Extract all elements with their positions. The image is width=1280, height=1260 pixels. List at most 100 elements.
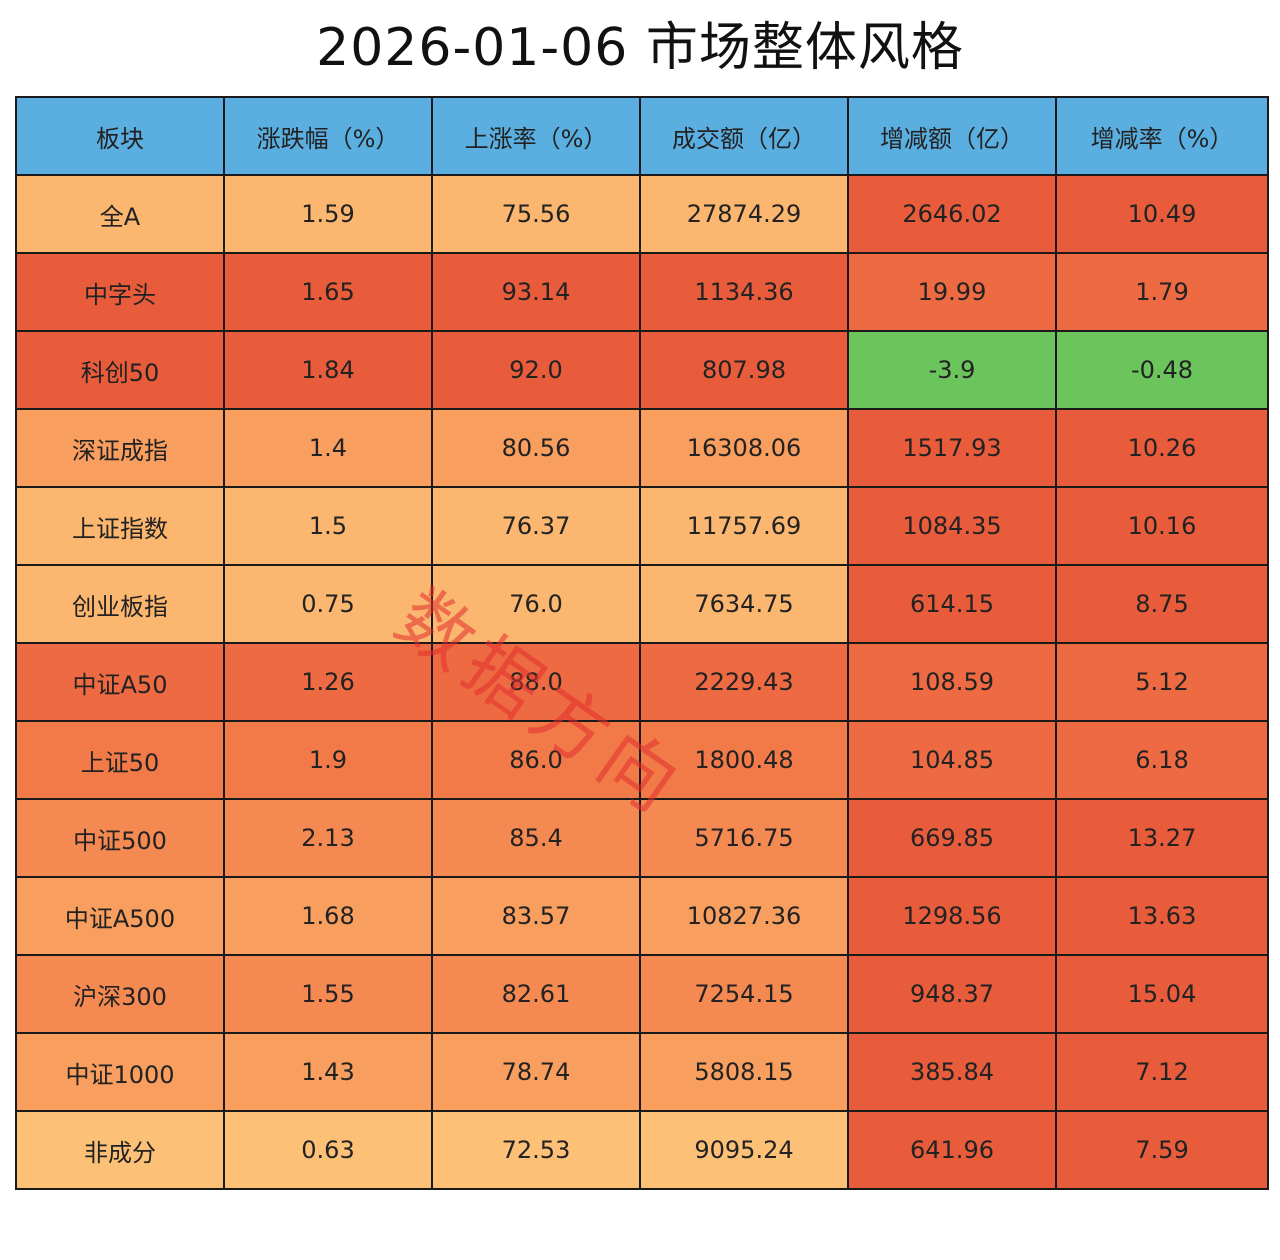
cell-turnover: 16308.06 bbox=[639, 408, 849, 488]
table-row: 非成分 0.63 72.53 9095.24 641.96 7.59 bbox=[15, 1110, 1269, 1190]
cell-change-pct: 2.13 bbox=[223, 798, 433, 878]
table-row: 创业板指 0.75 76.0 7634.75 614.15 8.75 bbox=[15, 564, 1269, 644]
cell-sector: 非成分 bbox=[15, 1110, 225, 1190]
cell-turnover-change-rate: 10.16 bbox=[1055, 486, 1269, 566]
cell-change-pct: 1.5 bbox=[223, 486, 433, 566]
cell-turnover: 5716.75 bbox=[639, 798, 849, 878]
table-row: 科创50 1.84 92.0 807.98 -3.9 -0.48 bbox=[15, 330, 1269, 410]
cell-change-pct: 1.59 bbox=[223, 174, 433, 254]
cell-rise-rate: 78.74 bbox=[431, 1032, 641, 1112]
cell-turnover-change: 108.59 bbox=[847, 642, 1057, 722]
cell-turnover: 2229.43 bbox=[639, 642, 849, 722]
cell-turnover-change-rate: 5.12 bbox=[1055, 642, 1269, 722]
cell-turnover-change-rate: 15.04 bbox=[1055, 954, 1269, 1034]
cell-turnover: 5808.15 bbox=[639, 1032, 849, 1112]
table-row: 上证指数 1.5 76.37 11757.69 1084.35 10.16 bbox=[15, 486, 1269, 566]
cell-rise-rate: 92.0 bbox=[431, 330, 641, 410]
cell-turnover: 10827.36 bbox=[639, 876, 849, 956]
cell-turnover: 1134.36 bbox=[639, 252, 849, 332]
cell-turnover-change: 641.96 bbox=[847, 1110, 1057, 1190]
cell-sector: 科创50 bbox=[15, 330, 225, 410]
cell-turnover-change-rate: -0.48 bbox=[1055, 330, 1269, 410]
table-row: 中证A50 1.26 88.0 2229.43 108.59 5.12 bbox=[15, 642, 1269, 722]
table-row: 中证500 2.13 85.4 5716.75 669.85 13.27 bbox=[15, 798, 1269, 878]
cell-rise-rate: 88.0 bbox=[431, 642, 641, 722]
cell-change-pct: 0.75 bbox=[223, 564, 433, 644]
cell-change-pct: 1.43 bbox=[223, 1032, 433, 1112]
cell-turnover-change: 385.84 bbox=[847, 1032, 1057, 1112]
table-row: 深证成指 1.4 80.56 16308.06 1517.93 10.26 bbox=[15, 408, 1269, 488]
cell-sector: 中证500 bbox=[15, 798, 225, 878]
cell-rise-rate: 75.56 bbox=[431, 174, 641, 254]
cell-sector: 上证指数 bbox=[15, 486, 225, 566]
cell-change-pct: 1.4 bbox=[223, 408, 433, 488]
cell-sector: 深证成指 bbox=[15, 408, 225, 488]
table-row: 中字头 1.65 93.14 1134.36 19.99 1.79 bbox=[15, 252, 1269, 332]
cell-turnover-change-rate: 7.12 bbox=[1055, 1032, 1269, 1112]
table-row: 沪深300 1.55 82.61 7254.15 948.37 15.04 bbox=[15, 954, 1269, 1034]
cell-sector: 中证A50 bbox=[15, 642, 225, 722]
header-turnover-change-rate: 增减率（%） bbox=[1055, 96, 1269, 176]
cell-turnover-change: 2646.02 bbox=[847, 174, 1057, 254]
cell-rise-rate: 85.4 bbox=[431, 798, 641, 878]
cell-turnover-change: 614.15 bbox=[847, 564, 1057, 644]
cell-turnover: 1800.48 bbox=[639, 720, 849, 800]
cell-turnover: 11757.69 bbox=[639, 486, 849, 566]
cell-rise-rate: 76.37 bbox=[431, 486, 641, 566]
cell-turnover-change-rate: 8.75 bbox=[1055, 564, 1269, 644]
table-row: 全A 1.59 75.56 27874.29 2646.02 10.49 bbox=[15, 174, 1269, 254]
cell-turnover-change: 1517.93 bbox=[847, 408, 1057, 488]
cell-turnover-change: 19.99 bbox=[847, 252, 1057, 332]
header-turnover: 成交额（亿） bbox=[639, 96, 849, 176]
cell-change-pct: 1.26 bbox=[223, 642, 433, 722]
cell-turnover-change: 1084.35 bbox=[847, 486, 1057, 566]
table-header-row: 板块 涨跌幅（%） 上涨率（%） 成交额（亿） 增减额（亿） 增减率（%） bbox=[15, 96, 1269, 176]
cell-turnover: 9095.24 bbox=[639, 1110, 849, 1190]
cell-turnover-change-rate: 6.18 bbox=[1055, 720, 1269, 800]
header-rise-rate: 上涨率（%） bbox=[431, 96, 641, 176]
cell-turnover-change: 1298.56 bbox=[847, 876, 1057, 956]
cell-rise-rate: 82.61 bbox=[431, 954, 641, 1034]
cell-turnover: 27874.29 bbox=[639, 174, 849, 254]
header-sector: 板块 bbox=[15, 96, 225, 176]
cell-change-pct: 1.55 bbox=[223, 954, 433, 1034]
cell-turnover-change-rate: 13.27 bbox=[1055, 798, 1269, 878]
cell-turnover-change-rate: 10.49 bbox=[1055, 174, 1269, 254]
cell-sector: 中证A500 bbox=[15, 876, 225, 956]
cell-rise-rate: 93.14 bbox=[431, 252, 641, 332]
cell-change-pct: 1.84 bbox=[223, 330, 433, 410]
market-style-table: 板块 涨跌幅（%） 上涨率（%） 成交额（亿） 增减额（亿） 增减率（%） 全A… bbox=[15, 96, 1269, 1190]
cell-sector: 中字头 bbox=[15, 252, 225, 332]
cell-sector: 沪深300 bbox=[15, 954, 225, 1034]
cell-turnover: 7634.75 bbox=[639, 564, 849, 644]
cell-change-pct: 0.63 bbox=[223, 1110, 433, 1190]
cell-turnover: 807.98 bbox=[639, 330, 849, 410]
cell-rise-rate: 72.53 bbox=[431, 1110, 641, 1190]
cell-sector: 中证1000 bbox=[15, 1032, 225, 1112]
header-change-pct: 涨跌幅（%） bbox=[223, 96, 433, 176]
cell-turnover-change-rate: 13.63 bbox=[1055, 876, 1269, 956]
cell-sector: 全A bbox=[15, 174, 225, 254]
cell-rise-rate: 83.57 bbox=[431, 876, 641, 956]
cell-turnover-change-rate: 10.26 bbox=[1055, 408, 1269, 488]
cell-rise-rate: 80.56 bbox=[431, 408, 641, 488]
cell-sector: 上证50 bbox=[15, 720, 225, 800]
cell-sector: 创业板指 bbox=[15, 564, 225, 644]
table-row: 中证1000 1.43 78.74 5808.15 385.84 7.12 bbox=[15, 1032, 1269, 1112]
cell-turnover-change: 104.85 bbox=[847, 720, 1057, 800]
table-row: 上证50 1.9 86.0 1800.48 104.85 6.18 bbox=[15, 720, 1269, 800]
cell-change-pct: 1.68 bbox=[223, 876, 433, 956]
cell-turnover-change-rate: 7.59 bbox=[1055, 1110, 1269, 1190]
cell-turnover-change: 669.85 bbox=[847, 798, 1057, 878]
cell-rise-rate: 86.0 bbox=[431, 720, 641, 800]
cell-turnover-change-rate: 1.79 bbox=[1055, 252, 1269, 332]
cell-turnover-change: 948.37 bbox=[847, 954, 1057, 1034]
cell-turnover: 7254.15 bbox=[639, 954, 849, 1034]
cell-turnover-change: -3.9 bbox=[847, 330, 1057, 410]
table-row: 中证A500 1.68 83.57 10827.36 1298.56 13.63 bbox=[15, 876, 1269, 956]
cell-change-pct: 1.65 bbox=[223, 252, 433, 332]
cell-rise-rate: 76.0 bbox=[431, 564, 641, 644]
header-turnover-change: 增减额（亿） bbox=[847, 96, 1057, 176]
page-title: 2026-01-06 市场整体风格 bbox=[316, 18, 964, 78]
cell-change-pct: 1.9 bbox=[223, 720, 433, 800]
